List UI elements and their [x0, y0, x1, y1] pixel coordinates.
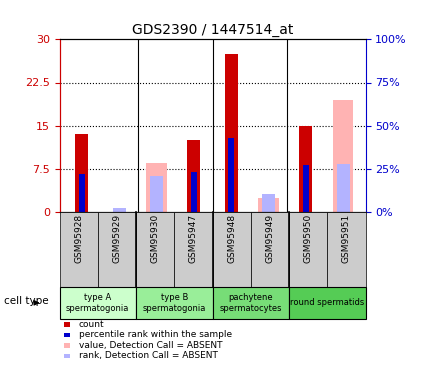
Text: round spermatids: round spermatids: [290, 298, 364, 307]
Text: GSM95947: GSM95947: [189, 214, 198, 263]
Text: GSM95928: GSM95928: [74, 214, 83, 263]
Text: pachytene
spermatocytes: pachytene spermatocytes: [219, 293, 282, 312]
Bar: [150, 176, 163, 212]
Text: value, Detection Call = ABSENT: value, Detection Call = ABSENT: [79, 341, 222, 350]
Text: cell type: cell type: [4, 296, 49, 306]
Text: GSM95950: GSM95950: [303, 214, 313, 263]
Text: count: count: [79, 320, 104, 329]
Bar: [225, 54, 238, 212]
Bar: [337, 164, 350, 212]
Text: GSM95948: GSM95948: [227, 214, 236, 263]
Bar: [258, 198, 279, 212]
Bar: [303, 165, 309, 212]
Bar: [191, 172, 197, 212]
Bar: [113, 208, 126, 212]
Bar: [228, 138, 234, 212]
Text: GSM95930: GSM95930: [150, 214, 160, 263]
Bar: [75, 134, 88, 212]
Text: GSM95949: GSM95949: [265, 214, 275, 263]
Bar: [262, 194, 275, 212]
Text: type A
spermatogonia: type A spermatogonia: [66, 293, 130, 312]
Bar: [333, 100, 353, 212]
Bar: [187, 140, 200, 212]
Text: GSM95929: GSM95929: [112, 214, 122, 263]
Bar: [146, 163, 167, 212]
Text: percentile rank within the sample: percentile rank within the sample: [79, 330, 232, 339]
Text: GSM95951: GSM95951: [342, 214, 351, 263]
Bar: [79, 174, 85, 212]
Title: GDS2390 / 1447514_at: GDS2390 / 1447514_at: [132, 23, 293, 37]
Text: rank, Detection Call = ABSENT: rank, Detection Call = ABSENT: [79, 351, 218, 360]
Text: type B
spermatogonia: type B spermatogonia: [142, 293, 206, 312]
Bar: [299, 126, 312, 212]
